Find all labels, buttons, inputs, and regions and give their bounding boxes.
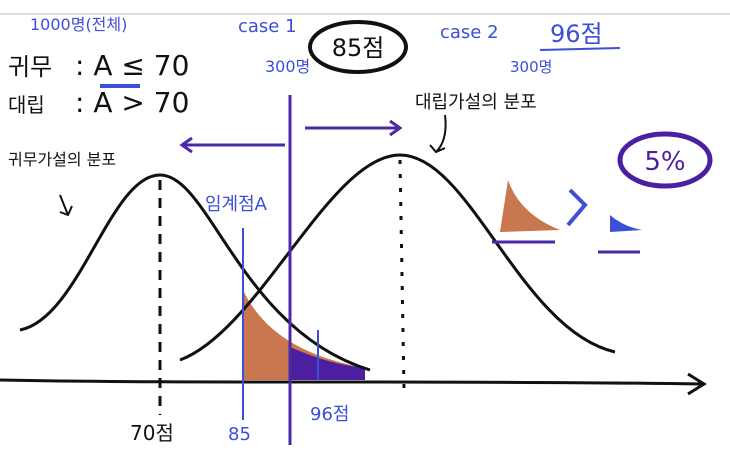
null-distribution-label: 귀무가설의 분포 bbox=[8, 150, 116, 169]
case-name: case 2 bbox=[440, 22, 499, 43]
case-name: case 1 bbox=[238, 16, 297, 37]
case-score: 96점 bbox=[550, 20, 603, 48]
alt-curve bbox=[179, 153, 616, 362]
area-sketch bbox=[610, 215, 642, 232]
x-axis bbox=[0, 372, 707, 396]
case-count: 300명 bbox=[265, 57, 310, 76]
total-label: 1000명(전체) bbox=[30, 15, 127, 34]
rejection-area-case2 bbox=[290, 347, 365, 380]
greater-than bbox=[566, 188, 588, 227]
area-sketch bbox=[500, 180, 560, 232]
shift-arrow bbox=[179, 136, 285, 154]
pointer bbox=[59, 194, 73, 217]
hypothesis-relation: : A ≤ 70 bbox=[75, 49, 189, 82]
axis-label: 96점 bbox=[310, 404, 349, 425]
critical-label: 임계점A bbox=[205, 194, 268, 215]
case-count: 300명 bbox=[510, 58, 552, 76]
alt-distribution-label: 대립가설의 분포 bbox=[415, 92, 537, 113]
mean-line bbox=[398, 159, 406, 391]
score-circle bbox=[308, 20, 408, 74]
underline bbox=[539, 47, 621, 51]
pointer bbox=[429, 114, 447, 154]
hypothesis-label: 대립 bbox=[8, 93, 45, 117]
null-curve bbox=[19, 173, 371, 372]
axis-label: 70점 bbox=[130, 421, 174, 445]
significance-circle bbox=[617, 131, 713, 189]
hypothesis-label: 귀무 bbox=[8, 53, 52, 81]
case-score: 85점 bbox=[332, 34, 385, 62]
significance: 5% bbox=[644, 147, 685, 177]
shift-arrow bbox=[305, 119, 403, 137]
hypothesis-relation: : A > 70 bbox=[75, 86, 189, 119]
rejection-area bbox=[243, 290, 365, 380]
axis-label: 85 bbox=[228, 424, 251, 445]
